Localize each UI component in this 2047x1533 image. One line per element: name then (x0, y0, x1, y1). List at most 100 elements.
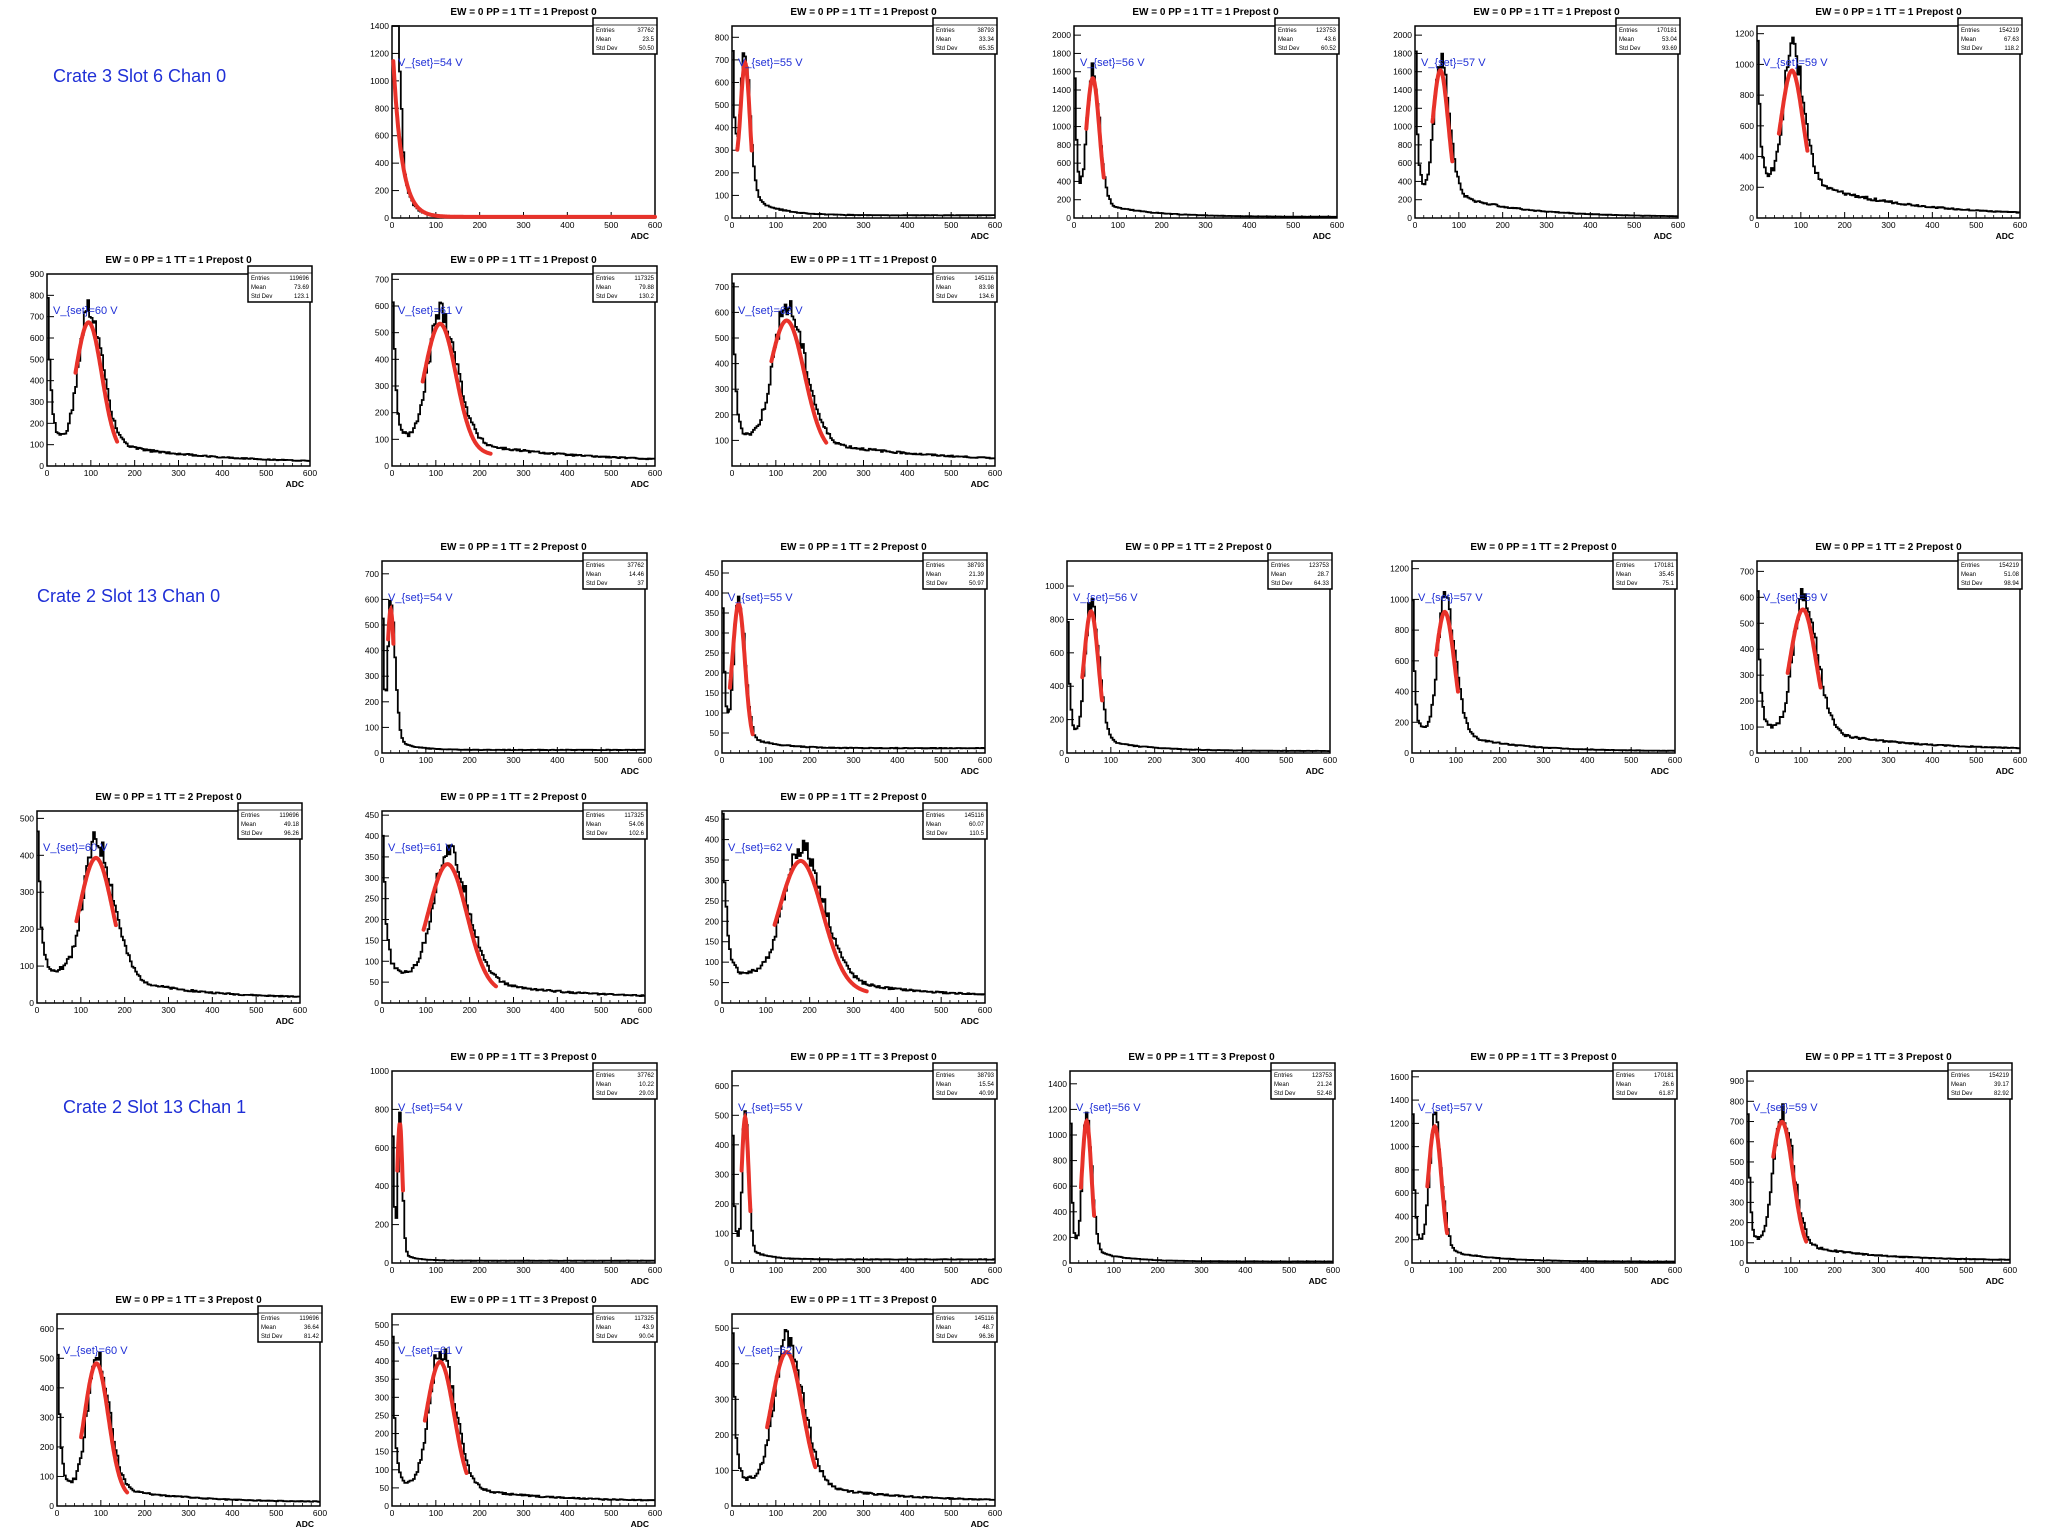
y-tick-label: 400 (1395, 687, 1409, 697)
stats-box (247, 265, 313, 303)
y-tick-label: 200 (20, 924, 34, 934)
histogram-panel: EW = 0 PP = 1 TT = 2 Prepost 0 0 100 200 300… (695, 535, 1005, 776)
voltage-annotation: V_{set}=55 V (738, 57, 803, 69)
voltage-annotation: V_{set}=56 V (1080, 57, 1145, 69)
x-tick-label: 300 (506, 1005, 520, 1015)
x-axis-label: ADC (621, 1016, 639, 1025)
y-tick-label: 200 (1053, 1232, 1067, 1242)
stats-label: Std Dev (586, 831, 607, 837)
stats-label: Std Dev (926, 581, 947, 587)
plot-title: EW = 0 PP = 1 TT = 2 Prepost 0 (440, 792, 587, 803)
voltage-annotation: V_{set}=54 V (388, 592, 453, 604)
plot-title: EW = 0 PP = 1 TT = 3 Prepost 0 (1805, 1052, 1952, 1063)
y-tick-label: 200 (375, 408, 389, 418)
y-tick-label: 300 (1730, 1197, 1744, 1207)
y-tick-label: 1800 (1393, 48, 1412, 58)
stats-value: 39.17 (1994, 1082, 2010, 1088)
x-axis-label: ADC (631, 1519, 649, 1528)
y-tick-label: 1400 (370, 21, 389, 31)
stats-box (932, 1305, 998, 1343)
x-axis-label: ADC (961, 1016, 979, 1025)
y-tick-label: 500 (365, 620, 379, 630)
x-tick-label: 200 (473, 468, 487, 478)
voltage-annotation: V_{set}=56 V (1073, 592, 1138, 604)
y-tick-label: 0 (714, 748, 719, 758)
stats-value: 154219 (1989, 1073, 2010, 1079)
histogram-panel: EW = 0 PP = 1 TT = 3 Prepost 0 0 100 200 300… (1720, 1045, 2030, 1286)
stats-value: 123753 (1316, 28, 1337, 34)
histogram-panel: EW = 0 PP = 1 TT = 2 Prepost 0 0 100 200 300… (1385, 535, 1695, 776)
stats-value: 117325 (634, 1316, 654, 1322)
fit-curve (1430, 68, 1455, 164)
voltage-annotation: V_{set}=56 V (1076, 1102, 1141, 1114)
histogram-svg: EW = 0 PP = 1 TT = 1 Prepost 0 0 100 200 300… (1735, 7, 2027, 241)
stats-value: 123.1 (294, 294, 310, 300)
y-tick-label: 600 (1398, 158, 1412, 168)
x-tick-label: 100 (1784, 1265, 1798, 1275)
stats-label: Std Dev (1961, 46, 1982, 52)
x-tick-label: 300 (1194, 1265, 1208, 1275)
plot-frame (1069, 1070, 1334, 1264)
plot-title: EW = 0 PP = 1 TT = 2 Prepost 0 (780, 792, 927, 803)
stats-box (1947, 1062, 2013, 1100)
x-tick-label: 100 (94, 1508, 108, 1518)
histogram-panel: EW = 0 PP = 1 TT = 3 Prepost 0 0 100 200 300… (705, 1045, 1015, 1286)
x-axis-label: ADC (1996, 231, 2014, 240)
histogram-panel: EW = 0 PP = 1 TT = 3 Prepost 0 0 100 200 300… (365, 1288, 675, 1529)
x-tick-label: 600 (1671, 220, 1685, 230)
x-tick-label: 400 (1235, 755, 1249, 765)
stats-label: Mean (596, 37, 611, 43)
x-axis-label: ADC (1654, 231, 1672, 240)
x-tick-label: 100 (769, 220, 783, 230)
y-tick-label: 400 (30, 376, 44, 386)
plot-frame (381, 810, 646, 1004)
plot-frame (1746, 1070, 2011, 1264)
stats-value: 154219 (1999, 28, 2020, 34)
x-tick-label: 600 (1668, 1265, 1682, 1275)
stats-label: Entries (1961, 563, 1980, 569)
x-tick-label: 400 (1580, 755, 1594, 765)
histogram-svg: EW = 0 PP = 1 TT = 2 Prepost 0 0 100 200 300… (365, 542, 653, 776)
histogram-line (722, 595, 985, 750)
fit-curve (391, 59, 657, 219)
fit-curve (386, 604, 396, 646)
y-tick-label: 200 (1740, 182, 1754, 192)
histogram-svg: EW = 0 PP = 1 TT = 1 Prepost 0 0 100 200 300… (375, 255, 663, 489)
fit-curve (739, 1111, 753, 1214)
y-tick-label: 100 (705, 957, 719, 967)
histogram-svg: EW = 0 PP = 1 TT = 2 Prepost 0 0 100 200 300… (705, 792, 993, 1026)
y-tick-label: 200 (1730, 1218, 1744, 1228)
stats-label: Entries (586, 563, 605, 569)
x-tick-label: 300 (1539, 220, 1553, 230)
y-tick-label: 350 (375, 1374, 389, 1384)
fit-curve (769, 318, 829, 445)
x-tick-label: 0 (390, 1508, 395, 1518)
y-tick-label: 0 (1407, 213, 1412, 223)
stats-value: 145116 (974, 276, 994, 282)
stats-value: 21.24 (1317, 1082, 1333, 1088)
y-tick-label: 1600 (1052, 67, 1071, 77)
stats-value: 170181 (1657, 28, 1678, 34)
y-tick-label: 400 (1395, 1211, 1409, 1221)
stats-value: 170181 (1654, 1073, 1675, 1079)
y-tick-label: 300 (375, 1392, 389, 1402)
plot-title: EW = 0 PP = 1 TT = 3 Prepost 0 (790, 1052, 937, 1063)
histogram-panel: EW = 0 PP = 1 TT = 1 Prepost 0 0 100 200 300… (1047, 0, 1357, 241)
stats-value: 38793 (977, 1073, 994, 1079)
x-tick-label: 600 (1668, 755, 1682, 765)
x-tick-label: 600 (988, 1265, 1002, 1275)
x-tick-label: 100 (769, 1508, 783, 1518)
y-tick-label: 2000 (1393, 30, 1412, 40)
stats-label: Entries (1951, 1073, 1970, 1079)
stats-value: 119696 (299, 1316, 319, 1322)
stats-value: 81.42 (304, 1334, 320, 1340)
histogram-panel: EW = 0 PP = 1 TT = 1 Prepost 0 0 100 200 300… (20, 248, 330, 489)
group-label-1: Crate 2 Slot 13 Chan 0 (37, 586, 221, 606)
histogram-panel: EW = 0 PP = 1 TT = 2 Prepost 0 0 100 200 300… (1730, 535, 2040, 776)
y-tick-label: 700 (715, 282, 729, 292)
stats-value: 123753 (1309, 563, 1330, 569)
histogram-svg: EW = 0 PP = 1 TT = 3 Prepost 0 0 100 200 300… (1048, 1052, 1340, 1286)
x-tick-label: 600 (648, 220, 662, 230)
y-tick-label: 300 (715, 1394, 729, 1404)
plot-title: EW = 0 PP = 1 TT = 2 Prepost 0 (780, 542, 927, 553)
